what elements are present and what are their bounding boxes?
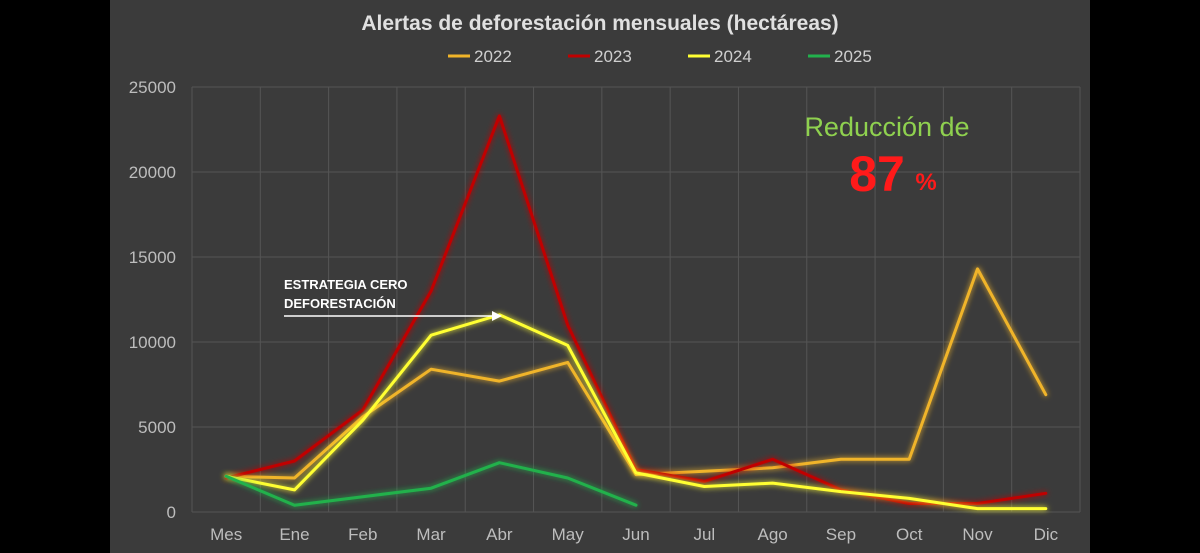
- x-tick-label: Jun: [622, 525, 649, 544]
- strategy-arrow-head: [492, 311, 502, 321]
- y-axis: 0 5000 10000 15000 20000 25000: [129, 78, 176, 522]
- reduction-value: 87: [849, 146, 905, 202]
- y-tick-label: 15000: [129, 248, 176, 267]
- x-tick-label: Mar: [416, 525, 446, 544]
- y-tick-label: 10000: [129, 333, 176, 352]
- x-tick-label: Jul: [693, 525, 715, 544]
- legend-label-2022: 2022: [474, 47, 512, 66]
- series-line-2024: [224, 313, 1048, 511]
- x-tick-label: Abr: [486, 525, 513, 544]
- legend-label-2025: 2025: [834, 47, 872, 66]
- legend-label-2023: 2023: [594, 47, 632, 66]
- strategy-annotation-line1: ESTRATEGIA CERO: [284, 277, 408, 292]
- x-tick-label: Sep: [826, 525, 856, 544]
- series-line-2025: [224, 461, 638, 507]
- series-line-2023: [224, 114, 1048, 505]
- x-tick-label: Oct: [896, 525, 923, 544]
- chart-panel: Alertas de deforestación mensuales (hect…: [110, 0, 1090, 553]
- line-chart: Alertas de deforestación mensuales (hect…: [129, 12, 1081, 544]
- strategy-annotation-line2: DEFORESTACIÓN: [284, 296, 396, 311]
- y-tick-label: 25000: [129, 78, 176, 97]
- x-tick-label: Ago: [757, 525, 787, 544]
- x-tick-label: May: [552, 525, 585, 544]
- legend-label-2024: 2024: [714, 47, 752, 66]
- x-tick-label: Mes: [210, 525, 242, 544]
- series-lines: [224, 114, 1048, 511]
- y-tick-label: 20000: [129, 163, 176, 182]
- y-tick-label: 5000: [138, 418, 176, 437]
- reduction-unit: %: [915, 169, 936, 196]
- series-line-2022: [224, 267, 1048, 480]
- x-tick-label: Ene: [279, 525, 309, 544]
- x-tick-label: Nov: [962, 525, 993, 544]
- x-axis: Mes Ene Feb Mar Abr May Jun Jul Ago Sep Oct Nov Dic: [210, 525, 1059, 544]
- x-tick-label: Feb: [348, 525, 377, 544]
- chart-title: Alertas de deforestación mensuales (hect…: [361, 12, 838, 35]
- grid: [191, 86, 1081, 513]
- reduction-label: Reducción de: [804, 112, 969, 142]
- y-tick-label: 0: [167, 503, 176, 522]
- legend: 2022 2023 2024 2025: [448, 47, 872, 66]
- x-tick-label: Dic: [1034, 525, 1059, 544]
